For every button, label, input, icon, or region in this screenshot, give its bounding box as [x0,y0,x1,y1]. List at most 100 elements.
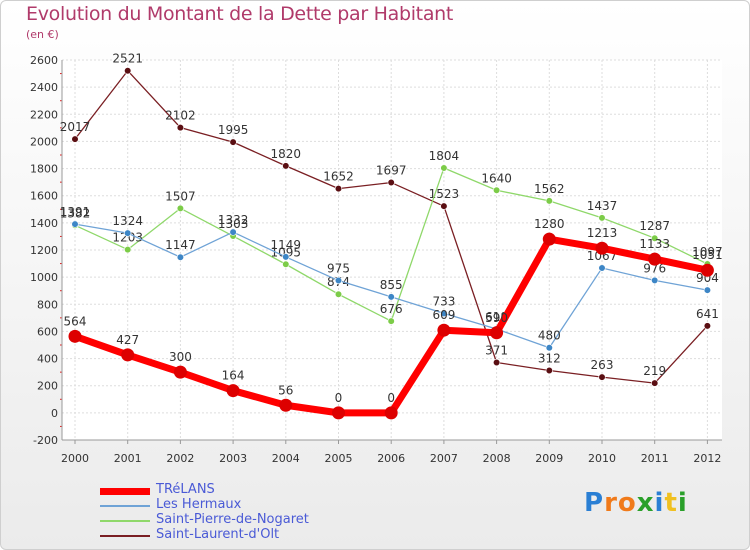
data-point [493,358,501,367]
data-point [598,214,606,222]
data-point [71,135,79,143]
data-label: 1303 [218,217,249,231]
data-label: 976 [643,261,666,275]
legend-label: Les Hermaux [156,497,242,512]
data-label: 1382 [60,206,91,220]
data-point [124,229,132,237]
data-label: 1437 [587,199,618,213]
x-tick-label: 2011 [641,452,669,465]
logo-letter: t [664,488,678,518]
data-point [387,293,395,301]
data-point [332,406,345,420]
data-point [598,373,606,381]
data-point [493,186,501,194]
data-label: 733 [432,294,455,308]
data-point [651,276,659,285]
data-label: 263 [591,358,614,372]
data-label: 312 [538,352,561,366]
data-label: 1562 [534,182,565,196]
logo-letter: i [654,488,665,518]
data-label: 1820 [271,147,302,161]
logo-letter: o [617,488,637,518]
data-label: 480 [538,329,561,343]
data-label: 1287 [639,219,670,233]
data-label: 1051 [692,248,723,262]
data-point [545,366,553,375]
legend-item: Saint-Laurent-d'Olt [100,527,400,543]
data-label: 1697 [376,164,407,178]
legend-item: TRéLANS [100,482,400,498]
y-tick-label: 1400 [30,217,58,230]
legend-label: TRéLANS [156,482,215,497]
x-tick-label: 2003 [219,452,247,465]
data-point [490,326,504,340]
legend-swatch [100,488,150,495]
data-label: 2017 [60,120,91,134]
data-label: 564 [64,314,87,328]
data-label: 1097 [692,245,723,259]
data-point [542,232,556,246]
legend-swatch [100,520,150,522]
y-tick-label: 2400 [30,81,58,94]
data-point [229,228,237,236]
data-label: 0 [387,391,395,405]
y-tick-label: 0 [51,407,58,420]
data-point [440,164,448,172]
data-point [440,309,448,317]
data-point [384,406,398,420]
data-label: 1203 [112,231,143,245]
y-tick-label: 800 [37,298,58,311]
data-label: 1147 [165,238,196,252]
y-tick-label: 400 [37,353,58,366]
data-label: 427 [116,333,139,347]
data-point [651,234,659,242]
data-point [229,138,237,146]
logo-letter: i [677,488,688,518]
data-label: 371 [485,344,508,358]
data-point [226,384,240,398]
data-point [279,398,293,412]
data-point [176,123,184,132]
data-point [282,253,290,261]
data-label: 975 [327,262,350,276]
x-tick-label: 2004 [272,452,300,465]
logo-letter: r [604,488,618,518]
y-tick-label: 1200 [30,244,58,257]
data-label: 164 [222,369,245,383]
data-point [121,348,135,362]
y-tick-label: 2600 [30,54,58,67]
x-tick-label: 2006 [377,452,405,465]
data-point [334,185,343,193]
data-point [595,241,609,255]
y-tick-label: 2200 [30,108,58,121]
legend-swatch [100,505,150,507]
x-tick-label: 2002 [166,452,194,465]
x-tick-label: 2001 [114,452,142,465]
x-tick-label: 2009 [535,452,563,465]
y-tick-label: 1800 [30,163,58,176]
legend-item: Saint-Pierre-de-Nogaret [100,512,400,528]
logo-letter: P [584,488,605,518]
legend-item: Les Hermaux [100,497,400,513]
data-label: 904 [696,271,719,285]
x-tick-label: 2000 [61,452,89,465]
data-label: 1133 [639,237,670,251]
data-label: 1324 [112,214,143,228]
data-point [387,317,395,325]
data-label: 1995 [218,123,249,137]
y-tick-label: 1600 [30,190,58,203]
x-tick-label: 2012 [693,452,721,465]
legend-label: Saint-Laurent-d'Olt [156,527,280,542]
data-point [176,253,184,261]
data-label: 1391 [60,205,91,219]
data-label: 641 [696,307,719,321]
data-label: 1213 [587,226,618,240]
data-point [703,322,712,330]
data-point [282,162,290,170]
data-label: 2102 [165,109,196,123]
data-label: 1149 [271,238,302,252]
data-point [71,220,79,228]
data-label: 300 [169,350,192,364]
data-point [334,276,343,285]
